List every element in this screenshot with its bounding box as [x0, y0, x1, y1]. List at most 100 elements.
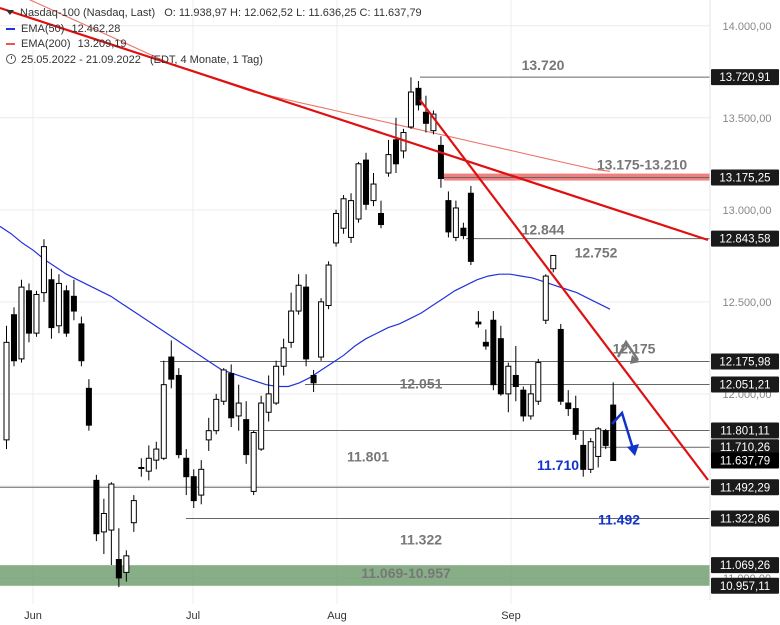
candle [378, 200, 384, 229]
price-tag-text: 11.492,29 [720, 482, 770, 494]
candle-body [190, 476, 197, 502]
candle-body [318, 301, 325, 358]
candle [40, 239, 47, 302]
candle-body [235, 402, 242, 417]
candle-body [610, 404, 617, 462]
candle [273, 360, 280, 405]
legend-ema50-row: EMA(50) 12.462,28 [6, 22, 422, 38]
price-tag-text: 11.710,26 [720, 442, 770, 454]
candle [303, 274, 310, 367]
candle-body [273, 365, 280, 404]
level-label: 11.801 [347, 448, 389, 464]
legend-ema200-row: EMA(200) 13.209,19 [6, 37, 422, 53]
candle [295, 274, 302, 315]
instrument-name: Nasdaq-100 (Nasdaq, Last) [20, 7, 156, 19]
candle-body [3, 341, 10, 441]
candle-body [482, 341, 489, 347]
candle [123, 550, 130, 582]
collapse-arrow-icon[interactable] [6, 10, 14, 15]
candle-body [288, 310, 295, 343]
candle-body [100, 512, 107, 533]
candle-body [33, 293, 40, 334]
candle-body [565, 402, 572, 410]
candle-body [70, 295, 77, 312]
candle [602, 428, 609, 450]
candle-body [258, 402, 265, 450]
candle-body [467, 192, 474, 262]
price-tag: 13.175,25 [711, 169, 779, 186]
price-tag: 11.637,79 [711, 452, 779, 469]
candle [333, 209, 340, 247]
support-zone [0, 565, 710, 586]
candle [407, 77, 414, 129]
candle-body [370, 183, 377, 202]
candle-body [18, 286, 25, 360]
candle [580, 430, 587, 477]
candle-body [355, 163, 362, 220]
candle [160, 360, 167, 461]
price-tag: 11.801,11 [711, 422, 779, 439]
ema200-swatch-icon [6, 43, 15, 46]
candle-body [115, 559, 122, 579]
price-tag-bg [711, 439, 779, 456]
candle [557, 323, 564, 405]
candle-body [10, 314, 17, 362]
candle-body [460, 227, 467, 237]
price-tag: 11.069,26 [711, 557, 779, 574]
candle [33, 290, 40, 337]
price-tag-bg [711, 69, 779, 86]
candle [527, 384, 534, 420]
candle-body [123, 555, 130, 573]
candle-body [243, 419, 250, 456]
chart-legend: Nasdaq-100 (Nasdaq, Last) O: 11.938,97 H… [6, 6, 422, 68]
candle-body [333, 212, 340, 244]
level-label: 13.720 [522, 57, 565, 73]
candle [325, 261, 332, 310]
price-tag-bg [711, 510, 779, 527]
ema50-swatch-icon [6, 27, 15, 30]
candle-body [505, 365, 512, 395]
legend-instrument-row: Nasdaq-100 (Nasdaq, Last) O: 11.938,97 H… [6, 6, 422, 22]
candle [550, 254, 557, 273]
candle [108, 482, 115, 566]
price-tag-text: 11.801,11 [720, 425, 769, 437]
candle [475, 311, 482, 328]
candle [542, 274, 549, 324]
price-tag: 13.720,91 [711, 69, 779, 86]
candle-body [497, 338, 504, 395]
candle-body [160, 384, 167, 459]
candle [93, 474, 100, 542]
candle [512, 346, 519, 402]
candle-body [475, 321, 482, 325]
candle-body [602, 430, 609, 446]
candle [63, 285, 70, 337]
candle-body [595, 428, 602, 457]
candle [505, 362, 512, 413]
candle [228, 364, 235, 427]
candle-body [340, 198, 347, 229]
candle [595, 426, 602, 468]
candle-body [587, 441, 594, 470]
candle [235, 384, 242, 431]
candle-body [520, 389, 527, 417]
level-label: 12.752 [575, 244, 618, 260]
level-label: 11.492 [598, 511, 640, 527]
candle-body [183, 457, 190, 478]
candle-body [63, 290, 70, 334]
axis-layer: JunJulAugSep11.000,0011.500,0012.000,001… [24, 0, 779, 622]
candle [370, 173, 377, 207]
price-tag: 10.957,11 [711, 577, 779, 594]
candle [348, 193, 355, 243]
candle [392, 117, 399, 174]
price-tag: 11.710,26 [711, 439, 779, 456]
price-tag: 11.492,29 [711, 479, 779, 496]
candle-body [213, 398, 220, 432]
x-tick-label: Jun [24, 610, 42, 622]
candle-body [198, 468, 205, 496]
candle-body [385, 154, 392, 174]
price-tag-bg [711, 169, 779, 186]
ema200-label: EMA(200) [21, 38, 71, 50]
candle-body [445, 200, 452, 233]
candle [587, 438, 594, 474]
candle [422, 95, 429, 133]
